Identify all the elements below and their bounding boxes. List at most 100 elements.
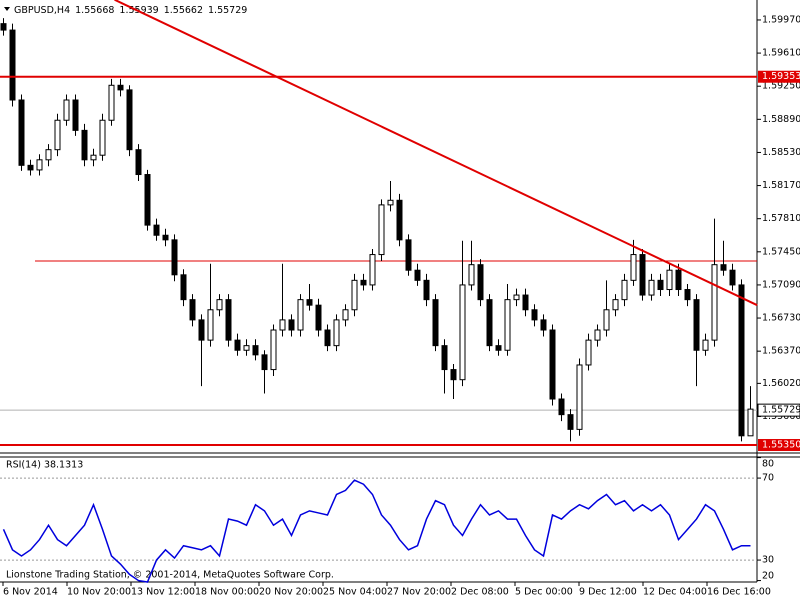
y-tick-label: 1.57810 [762,213,800,224]
candle-body [207,309,214,341]
candle-body [297,299,304,331]
header-item: 1.55729 [208,5,247,16]
candle-body [423,279,430,301]
candle-body [486,299,493,347]
candle-body [36,159,43,171]
candle-body [216,299,223,311]
menu-arrow[interactable] [4,7,10,11]
x-tick-label: 25 Nov 04:00 [323,587,387,598]
rsi-tick-label: 30 [762,555,774,566]
candle-body [558,398,565,416]
candle-body [621,279,628,301]
y-tick-label: 1.57450 [762,246,800,257]
candle-body [171,239,178,276]
candle-body [333,319,340,347]
candle-body [198,319,205,341]
candle-body [738,284,745,437]
candle-body [243,345,250,351]
candle-body [126,89,133,151]
candle-body [513,294,520,301]
candle-body [702,339,709,351]
x-tick-label: 9 Dec 12:00 [579,587,637,598]
x-tick-label: 5 Dec 00:00 [515,587,573,598]
current-price-box [757,403,800,417]
x-tick-label: 20 Nov 20:00 [259,587,323,598]
header-item: 1.55939 [119,5,158,16]
candle-body [711,264,718,341]
candle-body [594,329,601,341]
rsi-tick-label: 70 [762,473,774,484]
rsi-line [2,479,751,583]
candle-body [441,345,448,371]
candle-body [153,224,160,236]
x-tick-label: 18 Nov 00:00 [195,587,259,598]
candle-body [666,269,673,291]
y-tick-label: 1.57090 [762,279,800,290]
header-item: GBPUSD,H4 [14,5,70,16]
header-item: 1.55662 [164,5,203,16]
candle-body [162,234,169,241]
candle-body [657,279,664,291]
y-tick-label: 1.58170 [762,180,800,191]
candle-body [567,414,574,430]
candle-body [378,204,385,256]
candle-body [180,274,187,301]
level-label: 1.59353 [762,71,800,82]
y-tick-label: 1.59250 [762,81,800,92]
candle-body [405,239,412,271]
candle-body [549,329,556,400]
level-label-box [758,70,800,83]
rsi-label: RSI(14) 38.1313 [6,460,83,471]
candle-body [306,299,313,306]
x-tick-label: 12 Dec 04:00 [643,587,707,598]
candle-body [495,345,502,351]
candle-body [531,309,538,321]
header-item: 1.55668 [75,5,114,16]
candle-body [720,264,727,271]
candle-body [81,129,88,161]
y-tick-label: 1.56020 [762,378,800,389]
candle-body [288,319,295,331]
trendline [114,0,758,307]
candle-body [468,264,475,286]
candle-body [693,299,700,351]
current-price-label: 1.55729 [762,405,800,416]
candle-body [0,23,7,31]
candle-body [522,294,529,311]
x-tick-label: 27 Nov 20:00 [387,587,451,598]
candle-body [630,254,637,281]
candle-body [9,29,16,101]
candle-body [729,269,736,286]
candle-body [369,254,376,286]
y-tick-label: 1.59610 [762,48,800,59]
candle-body [747,408,754,437]
candle-body [135,149,142,176]
candle-body [99,119,106,156]
candle-body [540,319,547,331]
candle-body [90,154,97,161]
candle-body [117,84,124,91]
y-tick-label: 1.56730 [762,313,800,324]
candle-body [315,304,322,331]
candle-body [576,364,583,430]
candle-body [684,289,691,301]
candle-body [387,199,394,206]
candle-body [234,339,241,351]
candle-body [225,299,232,341]
candle-body [450,369,457,381]
footer: Lionstone Trading Station, © 2001-2014, … [6,570,334,581]
candle-body [477,264,484,301]
x-tick-label: 6 Nov 2014 [3,587,58,598]
x-tick-label: 2 Dec 08:00 [451,587,509,598]
candle-body [612,299,619,311]
candle-body [45,149,52,161]
y-tick-label: 1.56370 [762,346,800,357]
candle-body [504,299,511,351]
candle-body [63,99,70,121]
candle-body [108,84,115,121]
candle-body [396,199,403,241]
candle-body [27,164,34,171]
candle-body [144,174,151,226]
